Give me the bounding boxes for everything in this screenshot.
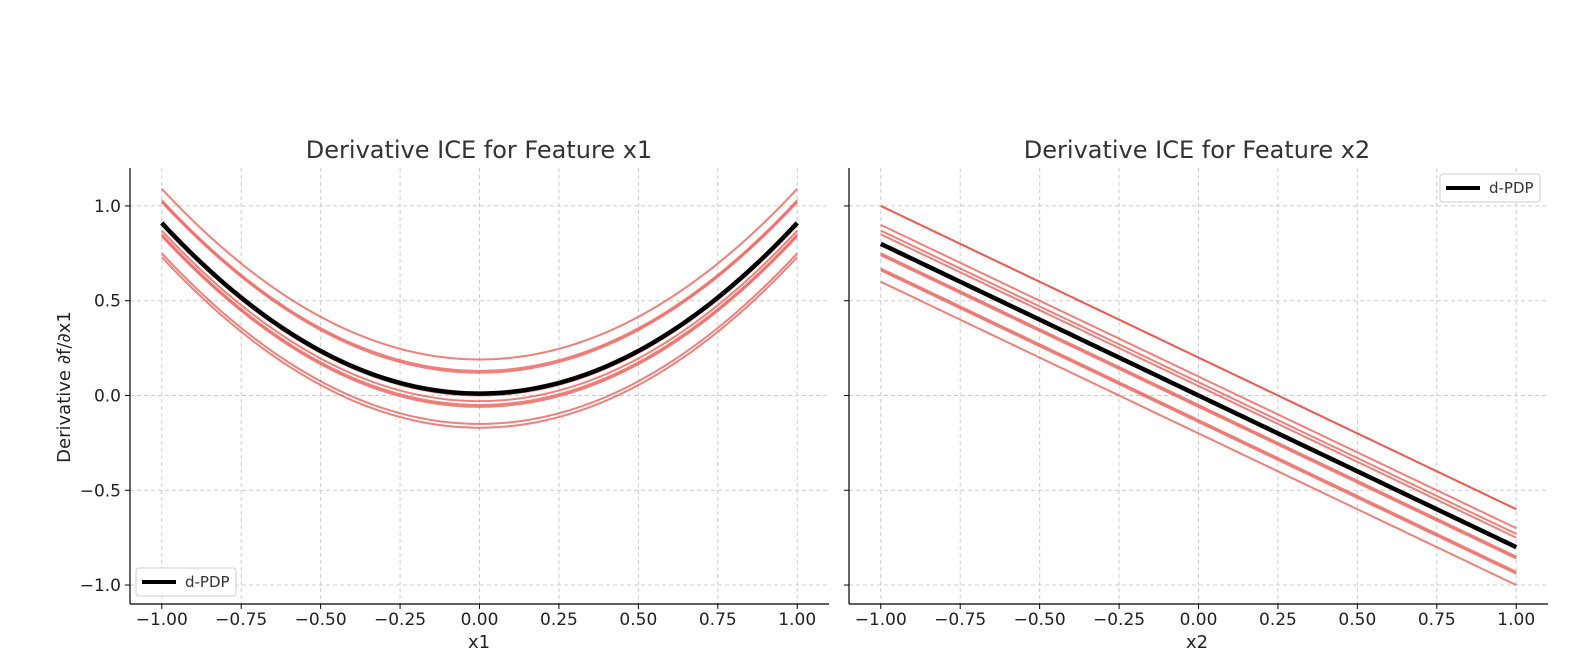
x-tick-label-5: 0.25 <box>1259 610 1297 630</box>
x-tick-labels-x2: −1.00 −0.75 −0.50 −0.25 0.00 0.25 0.50 0.75 1.00 <box>855 610 1535 630</box>
x-tick-labels-x1: −1.00 −0.75 −0.50 −0.25 0.00 0.25 0.50 0.75 1.00 <box>136 610 816 630</box>
legend-box-x2 <box>1439 173 1541 203</box>
x-tick-label-7: 0.75 <box>699 610 737 630</box>
ice-line-0 <box>161 188 798 361</box>
grid-x1 <box>130 168 829 604</box>
x-axis-label-x2: x2 <box>1186 632 1208 653</box>
ice-line-9 <box>880 280 1517 586</box>
ice-line-6 <box>880 254 1517 560</box>
y-tick-label-2: 0.0 <box>94 386 121 406</box>
x-tick-label-0: −1.00 <box>855 610 907 630</box>
y-tick-label-1: −0.5 <box>80 481 121 501</box>
ice-line-7 <box>161 252 798 425</box>
ice-line-3 <box>880 229 1517 535</box>
x-tick-label-6: 0.50 <box>619 610 657 630</box>
axes-x1 <box>125 168 829 609</box>
ice-line-7 <box>880 267 1517 573</box>
x-tick-label-1: −0.75 <box>934 610 986 630</box>
x-tick-label-0: −1.00 <box>136 610 188 630</box>
ice-line-4 <box>161 229 798 403</box>
pdp-line <box>160 221 799 396</box>
x-tick-label-8: 1.00 <box>1497 610 1535 630</box>
legend-x2: d-PDP <box>1439 173 1541 203</box>
ice-line-1 <box>161 199 798 372</box>
pdp-line-x2 <box>879 241 1518 550</box>
ice-line-5 <box>161 233 798 406</box>
x-tick-label-2: −0.50 <box>1014 610 1066 630</box>
y-tick-label-0: −1.0 <box>80 576 121 596</box>
x-tick-label-8: 1.00 <box>778 610 816 630</box>
pdp-line <box>879 241 1518 550</box>
x-tick-label-1: −0.75 <box>215 610 267 630</box>
x-tick-label-3: −0.25 <box>1093 610 1145 630</box>
ice-line-4 <box>880 233 1517 539</box>
pdp-line-x1 <box>160 221 799 396</box>
y-axis-label-x1: Derivative ∂f/∂x1 <box>54 311 75 463</box>
x-tick-label-3: −0.25 <box>374 610 426 630</box>
x-tick-label-4: 0.00 <box>1180 610 1218 630</box>
x-tick-label-2: −0.50 <box>295 610 347 630</box>
y-tick-label-4: 1.0 <box>94 197 121 217</box>
x-tick-label-4: 0.00 <box>461 610 499 630</box>
x-tick-label-6: 0.50 <box>1338 610 1376 630</box>
y-tick-labels-x1: −1.0 −0.5 0.0 0.5 1.0 <box>80 197 121 596</box>
ice-line-5 <box>880 252 1517 558</box>
chart-title-x2: Derivative ICE for Feature x2 <box>1024 136 1370 164</box>
legend-box-x1 <box>135 567 237 597</box>
panel-x2: −1.00 −0.75 −0.50 −0.25 0.00 0.25 0.50 0.75 1.00… <box>844 136 1548 653</box>
x-tick-label-5: 0.25 <box>540 610 578 630</box>
chart-title-x1: Derivative ICE for Feature x1 <box>306 136 652 164</box>
y-tick-label-3: 0.5 <box>94 292 121 312</box>
legend-label-x1: d-PDP <box>185 573 230 591</box>
panel-x1: −1.00 −0.75 −0.50 −0.25 0.00 0.25 0.50 0.75 1.00… <box>54 136 829 653</box>
x-tick-label-7: 0.75 <box>1418 610 1456 630</box>
ice-line-1 <box>880 205 1517 511</box>
ice-lines-x2 <box>880 205 1517 586</box>
ice-line-2 <box>880 223 1517 530</box>
ice-line-8 <box>161 256 798 429</box>
ice-line-6 <box>161 235 798 408</box>
legend-x1: d-PDP <box>135 567 237 597</box>
ice-line-2 <box>161 201 798 374</box>
axes-x2 <box>844 168 1548 609</box>
x-axis-label-x1: x1 <box>468 632 490 653</box>
ice-line-8 <box>880 269 1517 575</box>
legend-label-x2: d-PDP <box>1489 179 1534 197</box>
